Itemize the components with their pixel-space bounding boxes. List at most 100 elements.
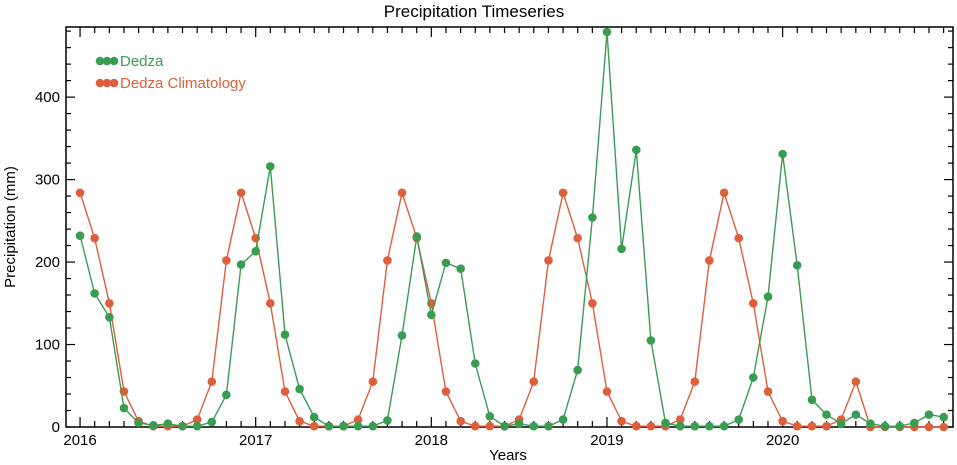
data-point xyxy=(236,260,246,269)
data-point xyxy=(90,233,99,243)
data-point xyxy=(558,415,568,424)
data-point xyxy=(353,415,363,424)
chart-title: Precipitation Timeseries xyxy=(384,2,564,21)
data-point xyxy=(105,298,114,308)
data-point xyxy=(836,419,846,429)
data-point xyxy=(412,232,422,241)
data-point xyxy=(75,231,85,240)
series-line xyxy=(79,190,944,428)
data-point xyxy=(588,298,597,308)
data-point xyxy=(265,298,275,308)
data-point xyxy=(939,412,948,422)
data-point xyxy=(866,419,875,429)
legend-marker xyxy=(109,78,119,88)
data-point xyxy=(192,415,202,424)
x-tick-label: 2018 xyxy=(415,432,448,449)
data-point xyxy=(280,330,290,339)
x-tick-label: 2019 xyxy=(590,432,623,449)
data-point xyxy=(90,289,99,298)
data-point xyxy=(485,411,495,421)
data-point xyxy=(514,419,524,429)
legend: Dedza Dedza Climatology xyxy=(95,53,246,92)
data-point xyxy=(163,419,173,429)
data-point xyxy=(602,387,612,396)
data-point xyxy=(222,256,231,265)
series-layer xyxy=(75,27,948,432)
data-point xyxy=(690,421,700,431)
data-point xyxy=(324,421,334,431)
y-tick-label: 200 xyxy=(35,254,60,271)
data-point xyxy=(705,256,714,265)
data-point xyxy=(880,421,890,431)
data-point xyxy=(368,377,378,386)
data-point xyxy=(251,247,260,256)
x-tick-label: 2016 xyxy=(63,432,96,449)
plot-area xyxy=(65,26,954,428)
data-point xyxy=(148,421,158,430)
data-point xyxy=(295,416,304,426)
y-tick-label: 300 xyxy=(35,172,60,189)
data-point xyxy=(924,410,934,419)
data-point xyxy=(383,416,392,425)
legend-label: Dedza Climatology xyxy=(120,75,246,92)
data-point xyxy=(178,421,187,431)
y-tick-label: 0 xyxy=(52,419,60,436)
legend-marker xyxy=(95,56,105,66)
data-point xyxy=(675,421,685,431)
data-point xyxy=(573,233,582,243)
data-point xyxy=(573,365,582,375)
data-point xyxy=(602,27,612,37)
series-line xyxy=(79,31,944,427)
data-point xyxy=(75,188,85,198)
data-point xyxy=(851,377,861,386)
data-point xyxy=(470,359,480,368)
data-point xyxy=(822,421,831,431)
data-point xyxy=(544,256,553,265)
data-point xyxy=(734,233,744,243)
data-point xyxy=(851,410,861,419)
data-point xyxy=(295,384,304,394)
data-point xyxy=(910,418,919,428)
data-point xyxy=(383,256,392,265)
data-point xyxy=(456,416,465,426)
data-point xyxy=(470,421,480,431)
data-point xyxy=(822,410,831,419)
data-point xyxy=(265,162,275,171)
data-point xyxy=(397,331,407,340)
data-point xyxy=(617,244,626,254)
data-point xyxy=(778,416,787,426)
data-point xyxy=(646,336,656,345)
data-point xyxy=(427,310,436,320)
plot-frame xyxy=(65,26,954,428)
legend-label: Dedza xyxy=(120,53,164,70)
data-point xyxy=(690,377,700,386)
data-point xyxy=(748,298,758,308)
data-point xyxy=(792,261,802,270)
data-point xyxy=(134,418,143,428)
data-point xyxy=(236,188,246,198)
data-point xyxy=(705,421,714,431)
x-tick-label: 2017 xyxy=(239,432,272,449)
data-point xyxy=(105,313,114,322)
data-point xyxy=(529,421,539,431)
data-point xyxy=(632,145,641,155)
y-tick-label: 400 xyxy=(35,89,60,106)
data-point xyxy=(441,258,451,268)
data-point xyxy=(748,373,758,382)
data-point xyxy=(192,421,202,431)
y-tick-label: 100 xyxy=(35,337,60,354)
data-point xyxy=(222,390,231,400)
data-point xyxy=(646,421,656,431)
legend-entry: Dedza Climatology xyxy=(95,75,246,92)
data-point xyxy=(309,412,319,422)
data-point xyxy=(485,421,495,431)
data-point xyxy=(617,416,626,426)
data-point xyxy=(441,387,451,396)
data-point xyxy=(763,292,773,301)
legend-marker xyxy=(102,78,112,88)
data-point xyxy=(632,421,641,431)
data-point xyxy=(807,395,817,405)
data-point xyxy=(353,421,363,431)
data-point xyxy=(544,421,553,431)
